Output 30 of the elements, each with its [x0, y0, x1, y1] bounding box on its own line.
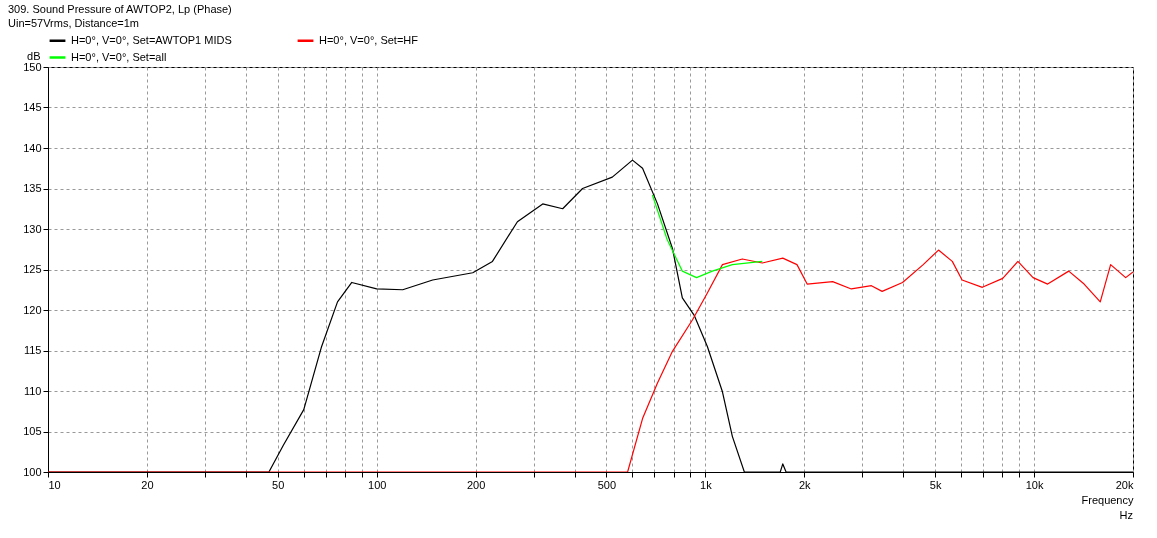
- y-tick-label: 140: [23, 141, 42, 154]
- x-tick-label: 10: [48, 478, 61, 491]
- y-tick-label: 120: [23, 303, 42, 316]
- x-axis-title: Frequency: [1081, 493, 1134, 506]
- legend-label: H=0°, V=0°, Set=all: [71, 50, 167, 63]
- y-tick-label: 125: [23, 263, 42, 275]
- y-tick-label: 100: [23, 465, 42, 478]
- y-tick-label: 135: [23, 182, 42, 194]
- x-tick-label: 5k: [929, 478, 942, 491]
- y-tick-label: 150: [23, 60, 42, 73]
- y-tick-label: 105: [23, 425, 42, 437]
- x-tick-label: 1k: [700, 478, 713, 491]
- chart-title: 309. Sound Pressure of AWTOP2, Lp (Phase): [8, 3, 232, 15]
- text: Hz: [1119, 509, 1133, 521]
- y-axis-title: dB: [27, 49, 41, 62]
- x-tick-label: 500: [597, 478, 617, 491]
- legend-label: H=0°, V=0°, Set=HF: [319, 33, 419, 46]
- y-tick-label: 110: [23, 384, 42, 397]
- x-tick-label: 2k: [799, 478, 812, 491]
- legend-label: H=0°, V=0°, Set=AWTOP1 MIDS: [71, 33, 232, 46]
- x-tick-label: 200: [466, 478, 486, 491]
- x-tick-label: 50: [272, 478, 285, 491]
- x-tick-label: 10k: [1025, 478, 1044, 491]
- y-tick-label: 145: [23, 101, 42, 113]
- y-tick-label: 130: [23, 222, 42, 235]
- x-tick-label: 20k: [1115, 478, 1134, 491]
- y-tick-label: 115: [23, 344, 42, 356]
- x-tick-label: 100: [368, 478, 387, 491]
- chart-subtitle: Uin=57Vrms, Distance=1m: [8, 17, 140, 29]
- x-tick-label: 20: [141, 478, 154, 491]
